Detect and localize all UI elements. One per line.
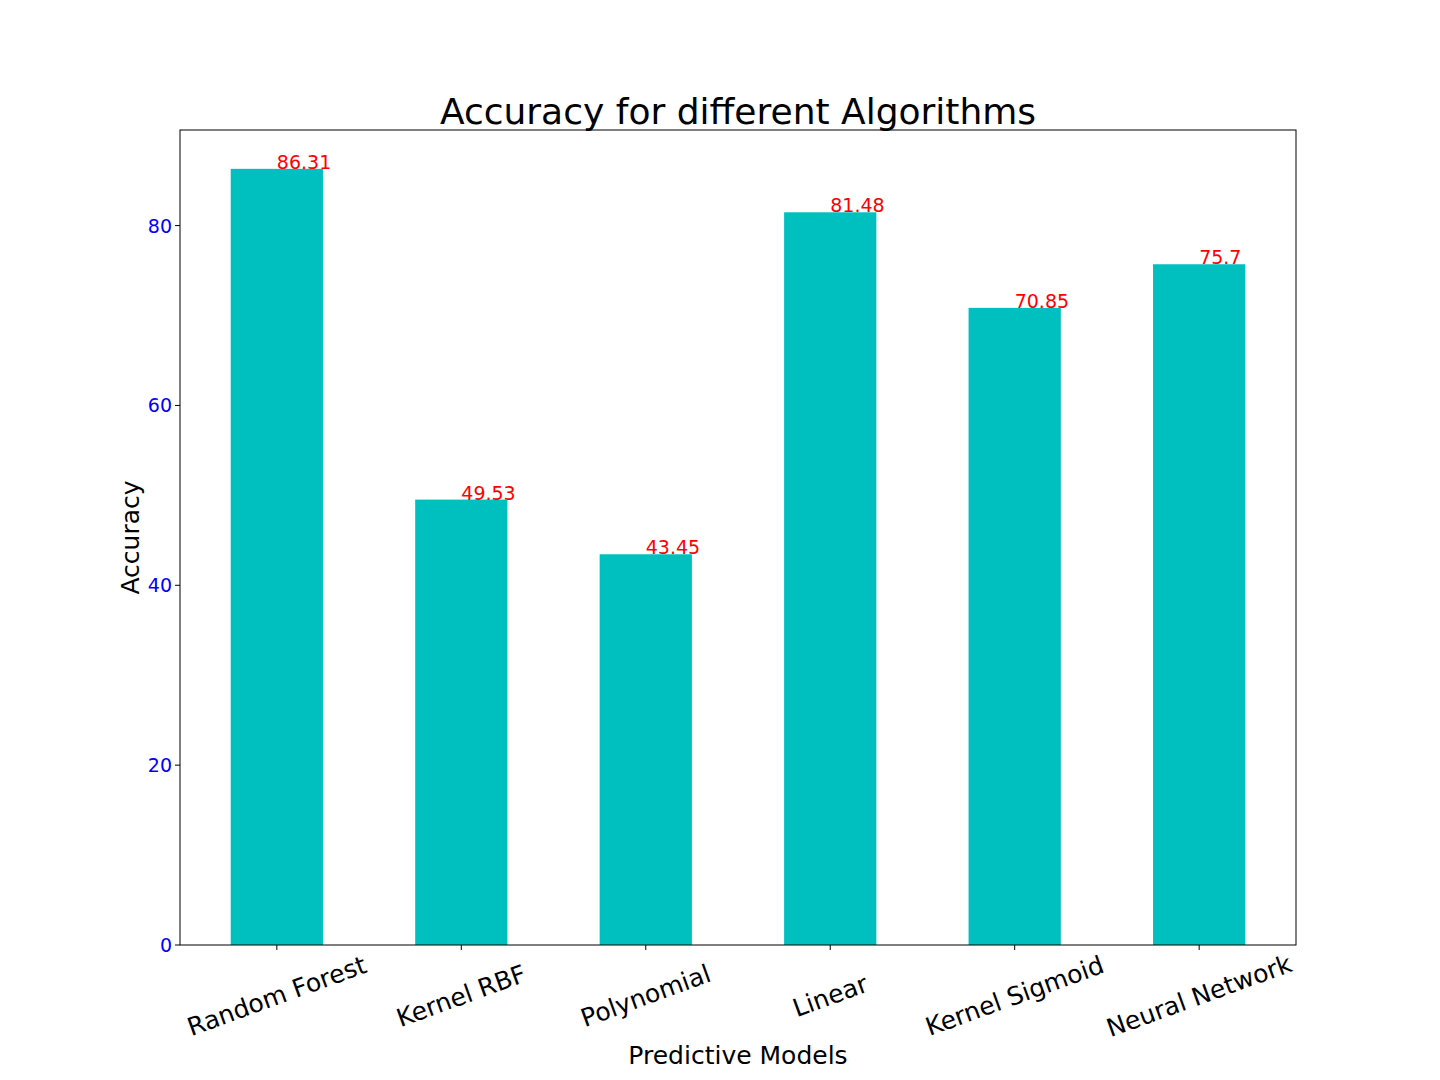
- y-tick: [175, 585, 180, 586]
- x-tick-label: Neural Network: [1103, 949, 1296, 1043]
- x-tick: [645, 945, 646, 950]
- x-tick-label: Random Forest: [183, 950, 370, 1042]
- bar: [1153, 264, 1245, 945]
- y-tick-label: 60: [148, 394, 172, 416]
- x-tick: [1014, 945, 1015, 950]
- data-label: 70.85: [1015, 290, 1069, 312]
- chart-root: 0 20 40 60 80 Random Forest Kernel RBF Polynomi…: [0, 0, 1440, 1080]
- data-label: 43.45: [646, 536, 700, 558]
- x-tick: [1199, 945, 1200, 950]
- y-tick: [175, 405, 180, 406]
- bar: [231, 169, 323, 945]
- bar: [415, 500, 507, 945]
- x-tick: [461, 945, 462, 950]
- y-tick-label: 0: [160, 934, 172, 956]
- y-tick: [175, 225, 180, 226]
- y-tick-label: 40: [148, 574, 172, 596]
- bar: [784, 212, 876, 945]
- y-tick-label: 20: [148, 754, 172, 776]
- bar: [969, 308, 1061, 945]
- chart-svg: 0 20 40 60 80 Random Forest Kernel RBF Polynomi…: [0, 0, 1440, 1080]
- background: [0, 0, 1440, 1080]
- y-tick: [175, 765, 180, 766]
- plot-frame: [180, 130, 1296, 945]
- x-axis-label: Predictive Models: [628, 1041, 847, 1070]
- data-label: 81.48: [830, 194, 884, 216]
- y-tick-label: 80: [148, 215, 172, 237]
- y-tick: [175, 945, 180, 946]
- chart-title: Accuracy for different Algorithms: [440, 91, 1036, 132]
- bars: [231, 169, 1246, 945]
- x-tick-label: Polynomial: [577, 959, 715, 1033]
- x-tick-label: Kernel RBF: [393, 959, 530, 1033]
- x-tick-label: Linear: [789, 969, 873, 1023]
- bar: [600, 554, 692, 945]
- x-tick: [276, 945, 277, 950]
- x-tick: [830, 945, 831, 950]
- data-label: 49.53: [461, 482, 515, 504]
- data-label: 75.7: [1199, 246, 1241, 268]
- x-tick-label: Kernel Sigmoid: [922, 950, 1108, 1041]
- y-axis-label: Accuracy: [116, 480, 145, 594]
- data-label: 86.31: [277, 151, 331, 173]
